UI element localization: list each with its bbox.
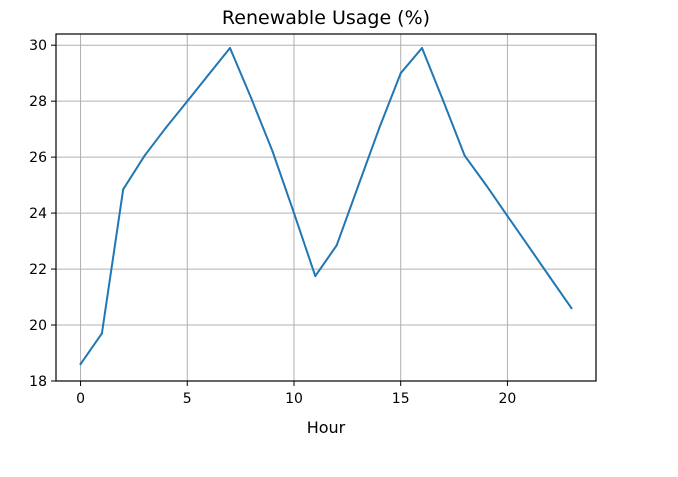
x-tick-label: 20 — [499, 391, 517, 407]
x-tick-label: 15 — [392, 391, 410, 407]
chart-title: Renewable Usage (%) — [222, 7, 430, 29]
data-point — [335, 244, 338, 247]
y-tick-label: 28 — [29, 94, 47, 110]
data-point — [570, 307, 573, 310]
data-point — [463, 154, 466, 157]
plot-frame — [55, 33, 597, 382]
axis-ticks: 0 5 10 15 20 18 20 22 24 26 28 30 — [29, 38, 516, 407]
x-tick-label: 0 — [76, 391, 85, 407]
y-tick-label: 20 — [29, 318, 47, 334]
data-point — [271, 150, 274, 153]
x-tick-label: 10 — [285, 391, 303, 407]
series-layer — [79, 46, 573, 366]
data-point — [378, 126, 381, 129]
data-point — [228, 46, 231, 49]
y-tick-label: 24 — [29, 206, 47, 222]
data-point — [292, 212, 295, 215]
y-tick-label: 26 — [29, 150, 47, 166]
data-point — [421, 46, 424, 49]
x-tick-label: 5 — [183, 391, 192, 407]
y-tick-label: 18 — [29, 374, 47, 390]
data-point — [442, 100, 445, 103]
series-line — [79, 47, 573, 366]
data-point — [357, 185, 360, 188]
y-tick-label: 30 — [29, 38, 47, 54]
data-point — [485, 184, 488, 187]
data-point — [164, 126, 167, 129]
data-point — [79, 363, 82, 366]
data-point — [100, 332, 103, 335]
x-axis-title: Hour — [307, 418, 346, 437]
data-point — [122, 188, 125, 191]
data-point — [250, 97, 253, 100]
data-point — [207, 73, 210, 76]
y-tick-label: 22 — [29, 262, 47, 278]
data-point — [399, 72, 402, 75]
data-point — [143, 154, 146, 157]
data-point — [527, 245, 530, 248]
data-point — [314, 275, 317, 278]
data-point — [186, 100, 189, 103]
data-point — [506, 214, 509, 217]
data-point — [549, 276, 552, 279]
grid-lines — [56, 34, 596, 382]
